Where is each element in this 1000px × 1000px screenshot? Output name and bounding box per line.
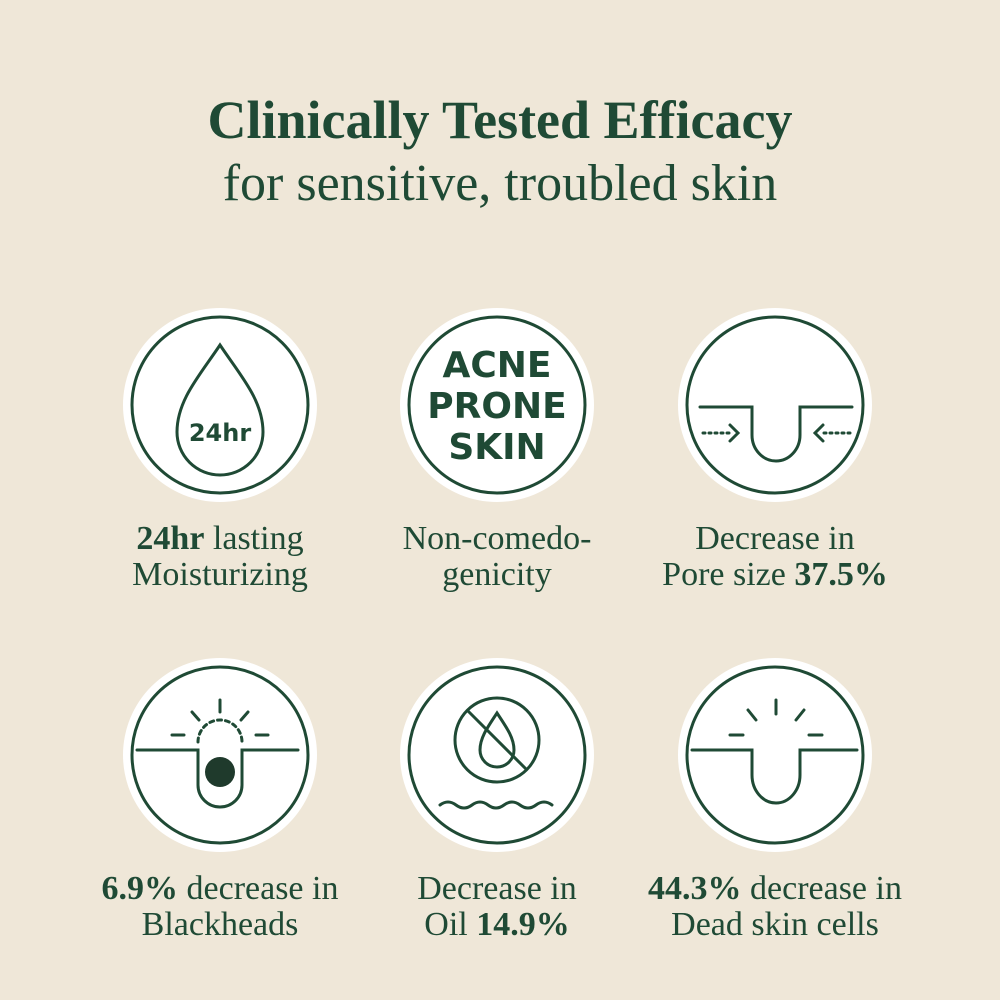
caption-line: 44.3% decrease in (648, 870, 902, 907)
caption-part: Blackheads (142, 906, 299, 943)
caption-line: 24hr lasting (136, 520, 303, 557)
caption-line: Decrease in (695, 520, 855, 557)
caption-line: Dead skin cells (671, 906, 879, 943)
caption-part: 37.5% (794, 556, 888, 593)
caption-part: 14.9% (476, 906, 570, 943)
caption-part: 44.3% (648, 870, 742, 907)
icon-label: 24hr (189, 419, 251, 447)
caption-part: decrease in (187, 870, 339, 907)
caption-part: genicity (442, 556, 552, 593)
caption-line: Blackheads (142, 906, 299, 943)
caption-line: Pore size 37.5% (662, 556, 888, 593)
caption-part: Pore size (662, 556, 786, 593)
caption-part: Moisturizing (132, 556, 308, 593)
caption-part: 6.9% (102, 870, 179, 907)
title: Clinically Tested Efficacy (208, 90, 793, 150)
icon-label: SKIN (448, 427, 545, 468)
icons (123, 308, 872, 852)
subtitle: for sensitive, troubled skin (223, 155, 778, 212)
caption-line: Non-comedo- (403, 520, 592, 557)
caption-line: 6.9% decrease in (102, 870, 339, 907)
caption-line: Moisturizing (132, 556, 308, 593)
caption-part: Dead skin cells (671, 906, 879, 943)
caption-line: genicity (442, 556, 552, 593)
caption-line: Oil 14.9% (424, 906, 569, 943)
caption-part: Decrease in (695, 520, 855, 557)
caption-part: Decrease in (417, 870, 577, 907)
caption-part: 24hr (136, 520, 204, 557)
caption-line: Decrease in (417, 870, 577, 907)
icon-label: ACNE (442, 345, 551, 386)
icon-label: PRONE (427, 386, 566, 427)
caption-part: decrease in (750, 870, 902, 907)
caption-part: lasting (213, 520, 304, 557)
caption-part: Non-comedo- (403, 520, 592, 557)
caption-part: Oil (424, 906, 467, 943)
